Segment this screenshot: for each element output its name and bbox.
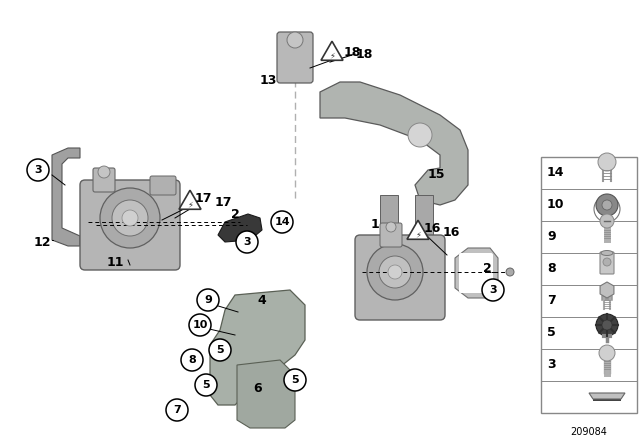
FancyBboxPatch shape: [415, 195, 433, 260]
Circle shape: [386, 222, 396, 232]
Circle shape: [209, 339, 231, 361]
Circle shape: [122, 210, 138, 226]
Text: 3: 3: [34, 165, 42, 175]
Circle shape: [602, 320, 612, 330]
Circle shape: [599, 345, 615, 361]
Circle shape: [189, 314, 211, 336]
Circle shape: [600, 214, 614, 228]
Text: 12: 12: [33, 236, 51, 249]
Text: 16: 16: [423, 221, 441, 234]
Circle shape: [98, 166, 110, 178]
Text: ⚡: ⚡: [187, 201, 193, 210]
Polygon shape: [218, 214, 262, 242]
Text: 5: 5: [291, 375, 299, 385]
Text: 1: 1: [371, 219, 380, 232]
Circle shape: [506, 268, 514, 276]
FancyBboxPatch shape: [459, 253, 493, 293]
Circle shape: [284, 369, 306, 391]
Circle shape: [367, 244, 423, 300]
Polygon shape: [210, 290, 305, 405]
Circle shape: [602, 200, 612, 210]
Text: 5: 5: [547, 327, 556, 340]
Circle shape: [482, 279, 504, 301]
FancyBboxPatch shape: [93, 168, 115, 192]
Text: 4: 4: [258, 293, 266, 306]
Circle shape: [181, 349, 203, 371]
Text: 17: 17: [215, 197, 232, 210]
Circle shape: [100, 188, 160, 248]
Text: 18: 18: [356, 47, 373, 60]
Text: ⚡: ⚡: [329, 52, 335, 60]
Text: 5: 5: [216, 345, 224, 355]
Polygon shape: [179, 190, 201, 209]
Circle shape: [287, 32, 303, 48]
Polygon shape: [321, 41, 343, 60]
FancyBboxPatch shape: [541, 157, 637, 413]
Circle shape: [596, 194, 618, 216]
Text: 8: 8: [547, 263, 556, 276]
Text: 5: 5: [202, 380, 210, 390]
FancyBboxPatch shape: [600, 252, 614, 274]
Polygon shape: [320, 82, 468, 205]
FancyBboxPatch shape: [80, 180, 180, 270]
Text: 3: 3: [243, 237, 251, 247]
Circle shape: [271, 211, 293, 233]
Circle shape: [408, 123, 432, 147]
FancyBboxPatch shape: [380, 223, 402, 247]
Text: 11: 11: [106, 255, 124, 268]
FancyBboxPatch shape: [277, 32, 313, 83]
Circle shape: [598, 153, 616, 171]
FancyBboxPatch shape: [150, 176, 176, 195]
Text: 8: 8: [188, 355, 196, 365]
Text: 16: 16: [443, 227, 460, 240]
Polygon shape: [455, 248, 498, 298]
Circle shape: [388, 265, 402, 279]
Circle shape: [603, 258, 611, 266]
Text: 2: 2: [230, 208, 239, 221]
Text: 9: 9: [547, 231, 556, 244]
FancyBboxPatch shape: [593, 397, 621, 401]
Circle shape: [166, 399, 188, 421]
FancyBboxPatch shape: [380, 195, 398, 260]
Text: 7: 7: [173, 405, 181, 415]
Text: 17: 17: [195, 191, 212, 204]
Circle shape: [596, 314, 618, 336]
Text: 9: 9: [204, 295, 212, 305]
Text: 18: 18: [343, 46, 361, 59]
Text: 14: 14: [547, 167, 564, 180]
FancyBboxPatch shape: [355, 235, 445, 320]
Circle shape: [197, 289, 219, 311]
Text: 6: 6: [253, 382, 262, 395]
Polygon shape: [237, 360, 295, 428]
Polygon shape: [407, 220, 429, 239]
Circle shape: [112, 200, 148, 236]
Text: 209084: 209084: [571, 427, 607, 437]
Text: 3: 3: [489, 285, 497, 295]
Circle shape: [27, 159, 49, 181]
Polygon shape: [52, 148, 80, 246]
Circle shape: [195, 374, 217, 396]
Text: ⚡: ⚡: [415, 231, 421, 240]
Text: 10: 10: [547, 198, 564, 211]
Text: 7: 7: [547, 294, 556, 307]
Text: 3: 3: [547, 358, 556, 371]
Ellipse shape: [601, 250, 613, 255]
Text: 10: 10: [192, 320, 208, 330]
Circle shape: [236, 231, 258, 253]
Text: 15: 15: [428, 168, 445, 181]
Text: 14: 14: [274, 217, 290, 227]
Text: 13: 13: [259, 73, 276, 86]
Polygon shape: [589, 393, 625, 399]
Circle shape: [379, 256, 411, 288]
Text: 2: 2: [483, 262, 492, 275]
